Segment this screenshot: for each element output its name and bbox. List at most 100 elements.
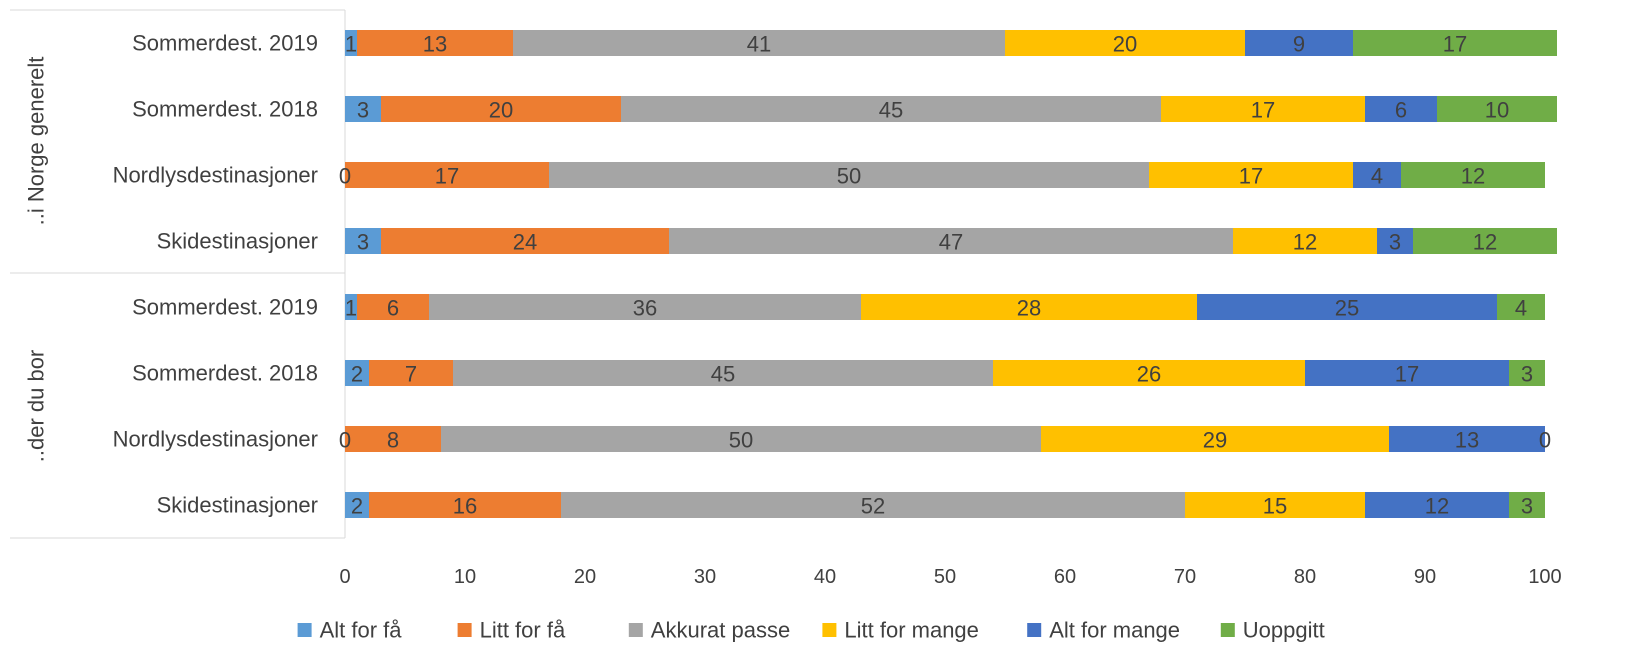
bar-segment [1353, 30, 1557, 56]
bar-segment [453, 360, 993, 386]
bar-segment [345, 162, 549, 188]
data-label: 28 [1017, 296, 1041, 321]
legend-label: Alt for få [320, 618, 403, 643]
data-label: 26 [1137, 362, 1161, 387]
x-axis-tick-labels: 0 10 20 30 40 50 60 70 80 90 100 [339, 566, 1561, 588]
data-label: 17 [1395, 362, 1419, 387]
data-label: 17 [1443, 32, 1467, 57]
data-label: 16 [453, 494, 477, 519]
bar-segment [369, 492, 561, 518]
legend-swatch [297, 623, 312, 637]
legend-swatch [1027, 623, 1042, 637]
data-label: 4 [1515, 296, 1527, 321]
bar-segment [381, 228, 669, 254]
data-label: 20 [489, 98, 513, 123]
data-label: 50 [837, 164, 861, 189]
data-label: 24 [513, 230, 537, 255]
x-tick-label: 60 [1054, 566, 1076, 588]
bar-segment [1305, 360, 1509, 386]
bar-segment [345, 492, 369, 518]
data-label: 3 [357, 98, 369, 123]
data-label: 17 [1251, 98, 1275, 123]
bar-segment [441, 426, 1041, 452]
bar-segment [1185, 492, 1365, 518]
data-label: 13 [423, 32, 447, 57]
data-label: 1 [345, 32, 357, 57]
bar-segment [369, 360, 453, 386]
data-label: 17 [435, 164, 459, 189]
data-label: 6 [1395, 98, 1407, 123]
bar-segment [669, 228, 1233, 254]
x-tick-label: 50 [934, 566, 956, 588]
bar-segment [429, 294, 861, 320]
data-label: 1 [345, 296, 357, 321]
bar-segment [1365, 492, 1509, 518]
bar-segment [381, 96, 621, 122]
bar-segment [1497, 294, 1545, 320]
bar-segment [1509, 360, 1545, 386]
bar-segment [345, 426, 441, 452]
data-label: 52 [861, 494, 885, 519]
group-label: ..der du bor [24, 350, 49, 463]
data-label: 25 [1335, 296, 1359, 321]
x-tick-label: 10 [454, 566, 476, 588]
data-label: 0 [339, 428, 351, 453]
data-label: 29 [1203, 428, 1227, 453]
data-label: 10 [1485, 98, 1509, 123]
data-label: 45 [879, 98, 903, 123]
bar-segment [1041, 426, 1389, 452]
data-label: 13 [1455, 428, 1479, 453]
legend-label: Litt for få [480, 618, 566, 643]
x-tick-label: 80 [1294, 566, 1316, 588]
bar-segment [1437, 96, 1557, 122]
bar-segment [561, 492, 1185, 518]
legend-label: Akkurat passe [651, 618, 790, 643]
data-label: 2 [351, 494, 363, 519]
bar-segment [1161, 96, 1365, 122]
bar-segment [1401, 162, 1545, 188]
data-label: 2 [351, 362, 363, 387]
data-label: 45 [711, 362, 735, 387]
bar-segment [345, 30, 357, 56]
category-label: Sommerdest. 2019 [132, 31, 318, 56]
data-label: 12 [1473, 230, 1497, 255]
bar-segment [1149, 162, 1353, 188]
legend-label: Uoppgitt [1243, 618, 1325, 643]
bar-segment [549, 162, 1149, 188]
data-label: 50 [729, 428, 753, 453]
x-tick-label: 100 [1528, 566, 1561, 588]
bar-segment [1233, 228, 1377, 254]
data-label: 12 [1293, 230, 1317, 255]
legend-label: Alt for mange [1049, 618, 1180, 643]
bar-segment [345, 360, 369, 386]
bar-segment [345, 96, 381, 122]
data-label: 3 [1389, 230, 1401, 255]
bar-segment [993, 360, 1305, 386]
data-label: 20 [1113, 32, 1137, 57]
data-label: 3 [1521, 362, 1533, 387]
data-label: 3 [357, 230, 369, 255]
data-label: 12 [1461, 164, 1485, 189]
bar-segment [621, 96, 1161, 122]
bar-segment [357, 294, 429, 320]
legend: Alt for få Litt for få Akkurat passe Litt f… [297, 618, 1325, 643]
bar-segment [861, 294, 1197, 320]
legend-swatch [457, 623, 472, 637]
bars [345, 30, 1557, 518]
bar-segment [345, 294, 357, 320]
data-label: 8 [387, 428, 399, 453]
legend-swatch [628, 623, 643, 637]
data-label: 41 [747, 32, 771, 57]
category-label: Skidestinasjoner [157, 493, 318, 518]
x-tick-label: 0 [339, 566, 350, 588]
data-label: 6 [387, 296, 399, 321]
bar-segment [1005, 30, 1245, 56]
category-label: Nordlysdestinasjoner [113, 163, 318, 188]
category-labels: Sommerdest. 2019 Sommerdest. 2018 Nordlysd… [113, 31, 318, 518]
category-label: Sommerdest. 2018 [132, 97, 318, 122]
category-label: Nordlysdestinasjoner [113, 427, 318, 452]
category-label: Skidestinasjoner [157, 229, 318, 254]
data-labels: 1 13 41 20 9 173 20 45 17 6 100 17 50 17 4 123 24 47 12 3 12… [339, 32, 1551, 519]
data-label: 0 [1539, 428, 1551, 453]
